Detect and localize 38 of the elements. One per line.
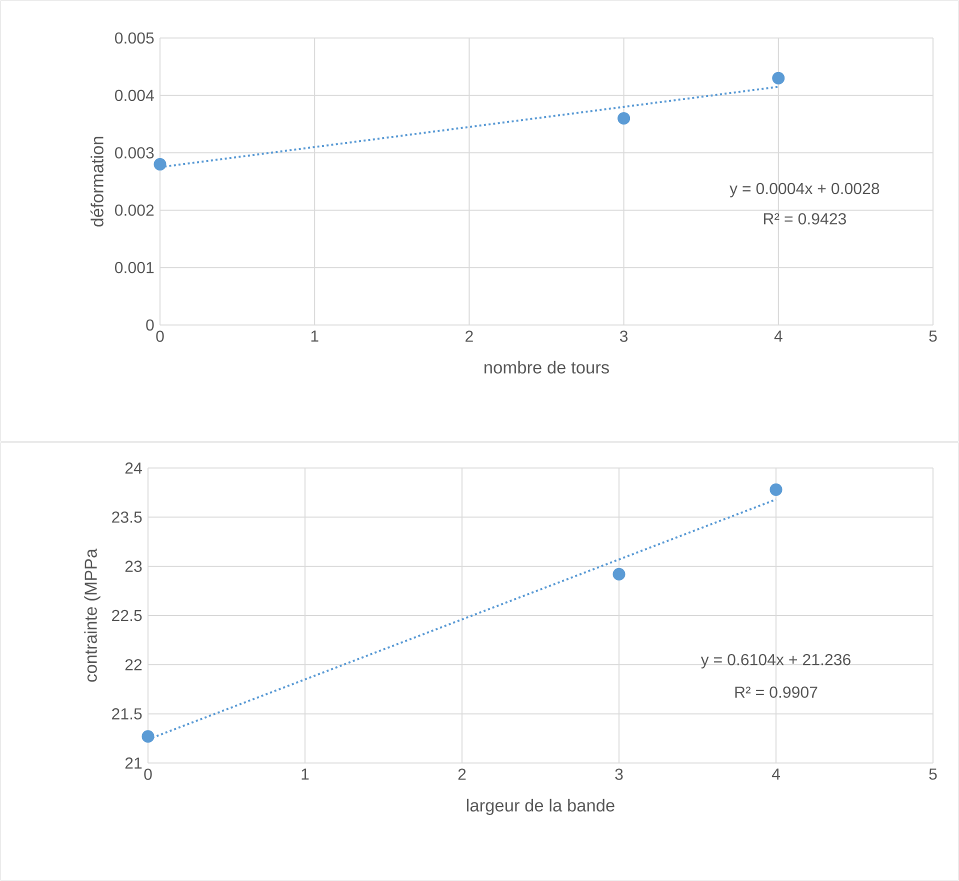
y-axis-title: contrainte (MPPa xyxy=(84,548,100,682)
y-tick-label: 0.004 xyxy=(114,90,154,102)
y-tick-label: 0.002 xyxy=(114,204,154,216)
x-tick-label: 4 xyxy=(772,768,780,780)
y-tick-label: 0.005 xyxy=(114,32,154,44)
x-tick-label: 1 xyxy=(302,768,309,780)
point xyxy=(770,483,782,496)
y-tick-label: 21 xyxy=(125,757,142,769)
point xyxy=(154,158,166,171)
y-tick-label: 23 xyxy=(125,560,142,572)
point xyxy=(618,112,630,125)
x-tick-label: 2 xyxy=(458,768,466,780)
y-tick-label: 22.5 xyxy=(112,610,142,622)
y-tick-label: 0.003 xyxy=(114,147,154,158)
annotation: y = 0.6104x + 21.236 xyxy=(700,654,850,668)
x-tick-label: 4 xyxy=(774,330,782,342)
x-tick-label: 1 xyxy=(311,330,318,342)
x-axis-title: nombre de tours xyxy=(484,360,609,374)
y-axis-title: déformation xyxy=(90,136,104,227)
point xyxy=(772,72,785,84)
y-tick-label: 0.001 xyxy=(114,262,154,274)
y-tick-label: 24 xyxy=(125,462,142,474)
point xyxy=(142,730,154,743)
y-tick-label: 21.5 xyxy=(112,708,142,720)
annotation: y = 0.0004x + 0.0028 xyxy=(730,182,880,198)
x-tick-label: 5 xyxy=(929,768,937,780)
annotation: R² = 0.9423 xyxy=(764,213,846,224)
x-tick-label: 3 xyxy=(615,768,623,780)
x-tick-label: 2 xyxy=(466,330,473,342)
annotation: R² = 0.9907 xyxy=(735,686,818,698)
y-tick-label: 0 xyxy=(146,319,154,331)
x-tick-label: 3 xyxy=(620,330,628,342)
x-tick-label: 5 xyxy=(929,330,937,342)
y-tick-label: 23.5 xyxy=(112,512,142,523)
x-axis-title: largeur de la bande xyxy=(466,798,614,816)
point xyxy=(612,568,626,580)
y-tick-label: 22 xyxy=(125,659,142,670)
x-tick-label: 0 xyxy=(156,330,164,342)
